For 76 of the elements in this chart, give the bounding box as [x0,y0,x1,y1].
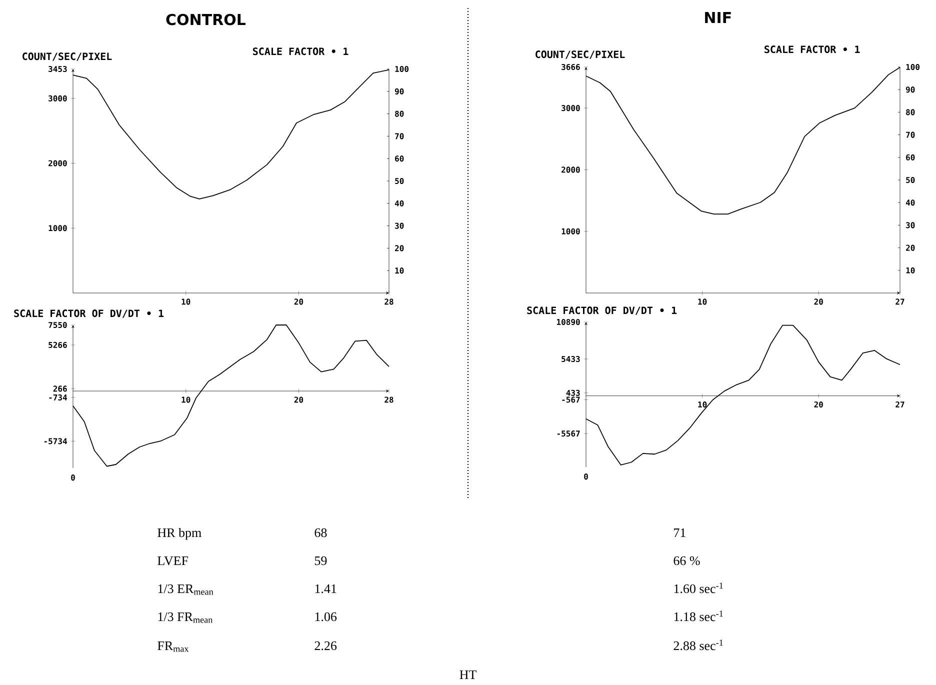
x-tick-label: 10 [182,298,190,305]
text: 2.26 [314,641,337,650]
text: 1/3 ER$_{mean}$ [158,584,214,595]
chart-subtitle: SCALE FACTOR OF DV/DT • 1 [527,306,677,315]
y2-tick-label: 100 [395,66,408,72]
y2-tick-label: 60 [906,154,915,160]
text: 1.06 [315,612,337,622]
y-tick-label: 2000 [48,160,67,166]
chart-subtitle: SCALE FACTOR • 1 [252,48,348,56]
y2-tick-label: 50 [906,176,915,184]
y2-tick-label: 80 [395,110,404,117]
y2-tick-label: 40 [906,200,915,206]
y2-tick-label: 90 [394,88,404,94]
y-tick-label: 3666 [562,64,580,70]
y2-tick-label: 10 [906,267,915,274]
y2-tick-label: 60 [395,156,404,162]
x-tick-label: 20 [814,401,823,408]
y-axis-title: COUNT/SEC/PIXEL [536,50,625,59]
y2-tick-label: 70 [395,133,404,140]
x-tick-label: 27 [896,298,904,305]
y-tick-label: 7550 [48,322,67,328]
y2-tick-label: 30 [906,222,915,228]
text: 2.88 sec$^{-1}$ [674,640,723,650]
text: HR bpm [158,528,202,540]
x-tick-label: 10 [698,298,707,305]
text: 1.18 sec$^{-1}$ [674,610,723,622]
x-tick-label: 20 [814,298,823,305]
y2-tick-label: 90 [906,86,915,93]
x-tick-label: 10 [698,401,707,408]
y-tick-label: 10890 [556,318,580,326]
text: 1.60 sec$^{-1}$ [674,582,723,594]
text: FR$_{max}$ [158,641,189,652]
y-tick-label: 1000 [562,228,580,234]
x-tick-label: 20 [294,298,304,305]
chart-title: NIF [705,12,731,23]
y2-tick-label: 50 [395,178,404,184]
chart-subtitle: SCALE FACTOR OF DV/DT • 1 [14,310,164,318]
y-tick-label: 266 [53,386,67,392]
chart-subtitle: SCALE FACTOR • 1 [764,46,860,54]
text: 59 [314,556,327,566]
y-tick-label: 433 [566,390,580,396]
text: 1.41 [315,584,336,594]
y2-tick-label: 20 [394,245,404,252]
y-tick-label: 2000 [562,166,580,173]
text: HT [460,670,476,679]
y-tick-label: 5266 [48,342,67,348]
y-tick-label: -5734 [44,438,67,444]
text: 68 [314,528,327,538]
text: 1/3 FR$_{mean}$ [158,612,213,623]
y-axis-title: COUNT/SEC/PIXEL [22,52,112,61]
text: 71 [674,528,686,537]
x-tick-label: 28 [384,396,394,403]
x-tick-label: 10 [182,396,190,403]
y-tick-label: 3000 [562,105,580,112]
text: 0 [584,474,588,480]
x-tick-label: 27 [896,401,904,408]
y2-tick-label: 20 [906,244,915,251]
y-tick-label: 3453 [48,66,67,72]
text: LVEF [158,556,188,566]
y-tick-label: 5433 [562,356,580,362]
y2-tick-label: 70 [906,132,915,138]
y-tick-label: 3000 [48,95,67,102]
y-tick-label: -5567 [557,430,580,437]
x-tick-label: 28 [384,298,394,305]
text: 0 [71,474,75,481]
y2-tick-label: 80 [906,109,915,116]
y2-tick-label: 10 [395,268,404,274]
y2-tick-label: 30 [395,222,404,229]
text: 66 % [674,556,700,566]
x-tick-label: 20 [294,396,304,403]
y2-tick-label: 40 [394,200,404,206]
y-tick-label: -734 [49,394,67,400]
chart-title: CONTROL [166,14,246,26]
y-tick-label: -567 [562,396,580,403]
y-tick-label: 1000 [48,225,67,232]
y2-tick-label: 100 [906,64,920,70]
